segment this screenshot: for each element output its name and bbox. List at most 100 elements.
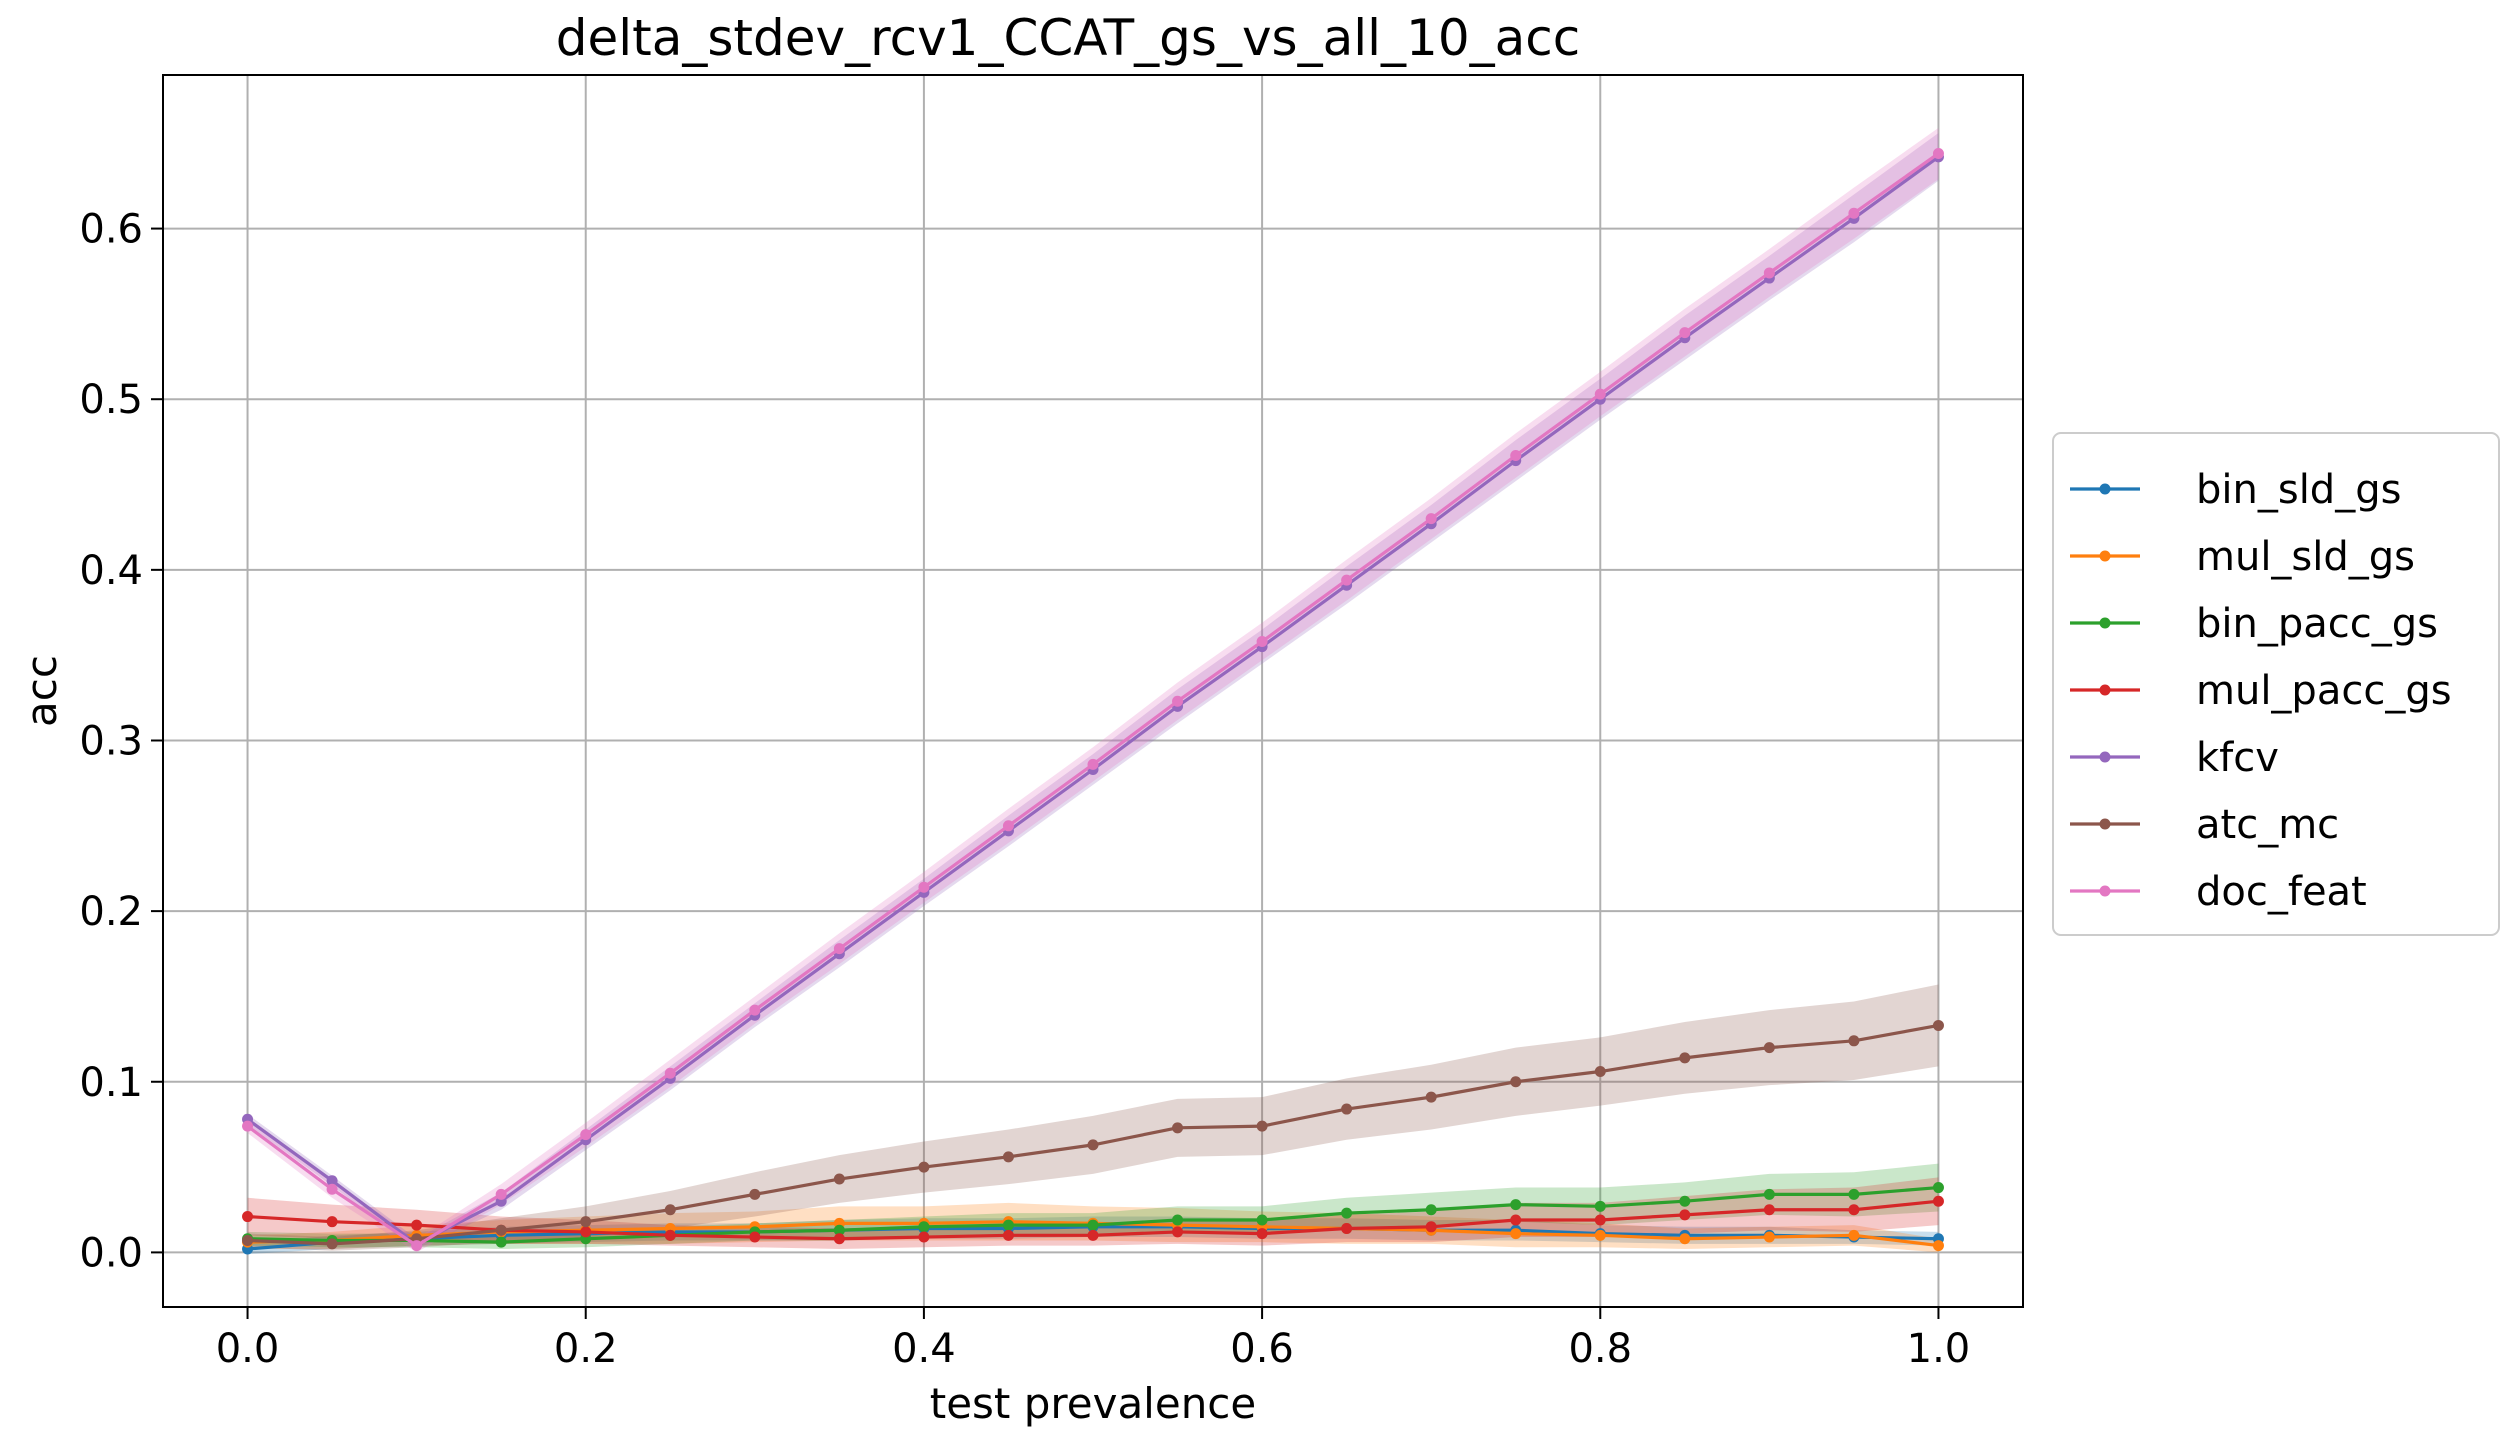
- legend-marker: [2099, 885, 2111, 897]
- point-mul_pacc_gs: [664, 1229, 676, 1241]
- gridlines: [163, 75, 2023, 1307]
- point-atc_mc: [833, 1173, 845, 1185]
- point-mul_pacc_gs: [833, 1233, 845, 1245]
- point-bin_pacc_gs: [1594, 1200, 1606, 1212]
- point-bin_pacc_gs: [1679, 1195, 1691, 1207]
- point-mul_pacc_gs: [1763, 1204, 1775, 1216]
- point-atc_mc: [1425, 1091, 1437, 1103]
- point-doc_feat: [1679, 327, 1691, 339]
- x-tick-label: 0.8: [1568, 1326, 1632, 1372]
- legend-label: mul_pacc_gs: [2196, 668, 2452, 714]
- point-atc_mc: [242, 1234, 254, 1246]
- point-atc_mc: [495, 1224, 507, 1236]
- y-axis-label: acc: [17, 655, 66, 727]
- point-atc_mc: [1087, 1139, 1099, 1151]
- point-mul_pacc_gs: [1002, 1229, 1014, 1241]
- point-doc_feat: [1341, 574, 1353, 586]
- point-atc_mc: [918, 1161, 930, 1173]
- point-doc_feat: [495, 1188, 507, 1200]
- band-atc_mc: [247, 984, 1939, 1251]
- point-mul_pacc_gs: [1594, 1214, 1606, 1226]
- point-doc_feat: [1087, 758, 1099, 770]
- point-mul_pacc_gs: [1510, 1214, 1522, 1226]
- point-bin_pacc_gs: [1087, 1219, 1099, 1231]
- x-tick-label: 0.6: [1230, 1326, 1294, 1372]
- plot-frame: [162, 74, 2024, 1308]
- x-tick-label: 0.2: [554, 1326, 618, 1372]
- legend-box: [2052, 432, 2500, 936]
- x-tick-label: 0.4: [892, 1326, 956, 1372]
- legend-item: mul_sld_gs: [2070, 534, 2415, 580]
- point-atc_mc: [749, 1188, 761, 1200]
- point-doc_feat: [918, 881, 930, 893]
- point-doc_feat: [242, 1120, 254, 1132]
- point-mul_pacc_gs: [1425, 1221, 1437, 1233]
- point-atc_mc: [1256, 1120, 1268, 1132]
- y-tick-label: 0.5: [79, 377, 143, 423]
- point-atc_mc: [1172, 1122, 1184, 1134]
- point-bin_pacc_gs: [1848, 1188, 1860, 1200]
- point-mul_sld_gs: [1848, 1229, 1860, 1241]
- y-tick-label: 0.0: [79, 1230, 143, 1276]
- point-mul_sld_gs: [1932, 1240, 1944, 1252]
- series-atc_mc: [242, 1019, 1944, 1250]
- point-bin_pacc_gs: [1341, 1207, 1353, 1219]
- point-doc_feat: [1763, 267, 1775, 279]
- legend: bin_sld_gs mul_sld_gs bin_pacc_gs mul_pacc_…: [2052, 432, 2500, 936]
- legend-item: mul_pacc_gs: [2070, 668, 2452, 714]
- point-atc_mc: [1594, 1066, 1606, 1078]
- point-atc_mc: [1341, 1103, 1353, 1115]
- legend-item: kfcv: [2070, 735, 2279, 781]
- legend-label: kfcv: [2196, 735, 2279, 781]
- y-tick-label: 0.1: [79, 1060, 143, 1106]
- point-mul_pacc_gs: [918, 1231, 930, 1243]
- point-mul_pacc_gs: [1848, 1204, 1860, 1216]
- point-mul_pacc_gs: [1256, 1228, 1268, 1240]
- point-bin_pacc_gs: [918, 1221, 930, 1233]
- y-tick-label: 0.4: [79, 548, 143, 594]
- legend-marker: [2099, 684, 2111, 696]
- point-mul_pacc_gs: [1341, 1223, 1353, 1235]
- point-doc_feat: [1172, 695, 1184, 707]
- point-doc_feat: [326, 1183, 338, 1195]
- point-bin_pacc_gs: [1510, 1199, 1522, 1211]
- point-mul_pacc_gs: [411, 1219, 423, 1231]
- point-mul_pacc_gs: [326, 1216, 338, 1228]
- x-tick-label: 1.0: [1907, 1326, 1971, 1372]
- point-mul_sld_gs: [1763, 1231, 1775, 1243]
- legend-marker: [2099, 550, 2111, 562]
- point-mul_pacc_gs: [1679, 1209, 1691, 1221]
- point-mul_pacc_gs: [242, 1211, 254, 1223]
- series-mul_pacc_gs: [242, 1195, 1944, 1245]
- point-atc_mc: [580, 1216, 592, 1228]
- legend-label: mul_sld_gs: [2196, 534, 2415, 580]
- point-mul_pacc_gs: [1087, 1229, 1099, 1241]
- legend-label: bin_sld_gs: [2196, 467, 2401, 513]
- legend-marker: [2099, 751, 2111, 763]
- point-doc_feat: [1932, 147, 1944, 159]
- point-doc_feat: [1256, 636, 1268, 648]
- point-doc_feat: [749, 1004, 761, 1016]
- point-mul_pacc_gs: [749, 1231, 761, 1243]
- point-doc_feat: [1594, 388, 1606, 400]
- x-axis-label: test prevalence: [930, 1379, 1257, 1428]
- series-lines: [242, 147, 1944, 1255]
- point-bin_pacc_gs: [1932, 1182, 1944, 1194]
- series-doc_feat: [242, 147, 1944, 1252]
- legend-marker: [2099, 818, 2111, 830]
- y-tick-label: 0.6: [79, 207, 143, 253]
- axis-ticks: 0.0 0.2 0.4 0.6 0.8 1.0 0.0 0.1 0.2 0.3 0.4 0.5 0.6: [79, 207, 1970, 1372]
- point-atc_mc: [326, 1238, 338, 1250]
- point-atc_mc: [1932, 1019, 1944, 1031]
- point-atc_mc: [1763, 1042, 1775, 1054]
- point-bin_pacc_gs: [1256, 1214, 1268, 1226]
- point-mul_sld_gs: [1510, 1228, 1522, 1240]
- legend-label: doc_feat: [2196, 869, 2367, 915]
- point-mul_sld_gs: [1594, 1229, 1606, 1241]
- point-mul_pacc_gs: [1932, 1195, 1944, 1207]
- point-atc_mc: [1510, 1076, 1522, 1088]
- point-atc_mc: [1848, 1035, 1860, 1047]
- point-doc_feat: [833, 943, 845, 955]
- legend-item: atc_mc: [2070, 802, 2339, 848]
